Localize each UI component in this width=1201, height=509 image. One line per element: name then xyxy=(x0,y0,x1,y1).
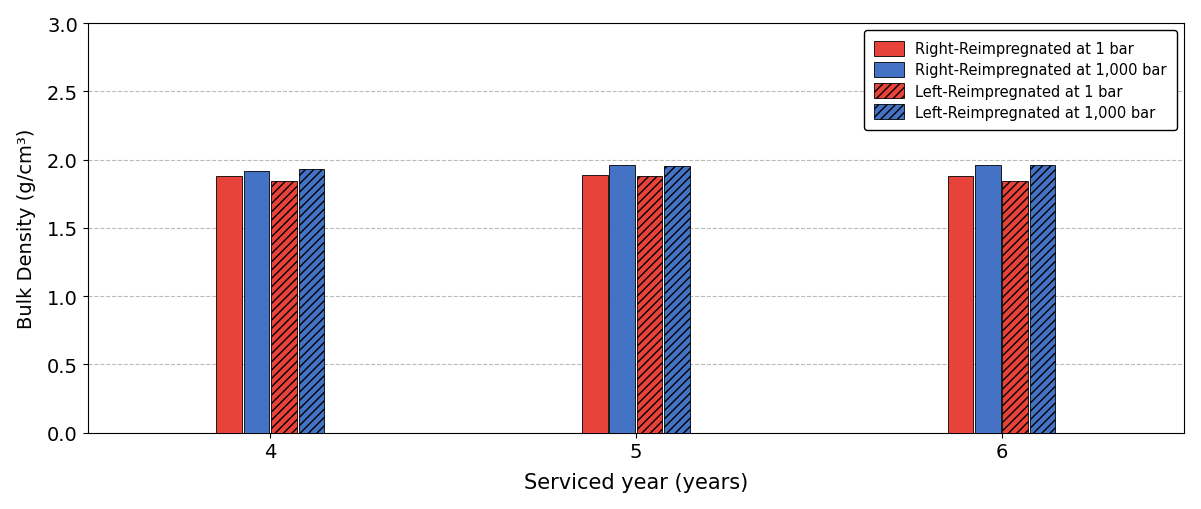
Bar xyxy=(1030,166,1056,433)
Bar xyxy=(582,175,608,433)
Bar xyxy=(216,177,243,433)
Y-axis label: Bulk Density (g/cm³): Bulk Density (g/cm³) xyxy=(17,128,36,328)
Bar xyxy=(637,177,663,433)
Bar xyxy=(271,181,297,433)
Bar xyxy=(1003,181,1028,433)
Bar xyxy=(948,177,973,433)
Bar xyxy=(609,166,635,433)
Bar xyxy=(299,170,324,433)
Bar xyxy=(244,171,269,433)
Bar xyxy=(664,167,689,433)
Bar xyxy=(975,166,1000,433)
X-axis label: Serviced year (years): Serviced year (years) xyxy=(524,472,748,492)
Legend: Right-Reimpregnated at 1 bar, Right-Reimpregnated at 1,000 bar, Left-Reimpregnat: Right-Reimpregnated at 1 bar, Right-Reim… xyxy=(865,32,1177,131)
